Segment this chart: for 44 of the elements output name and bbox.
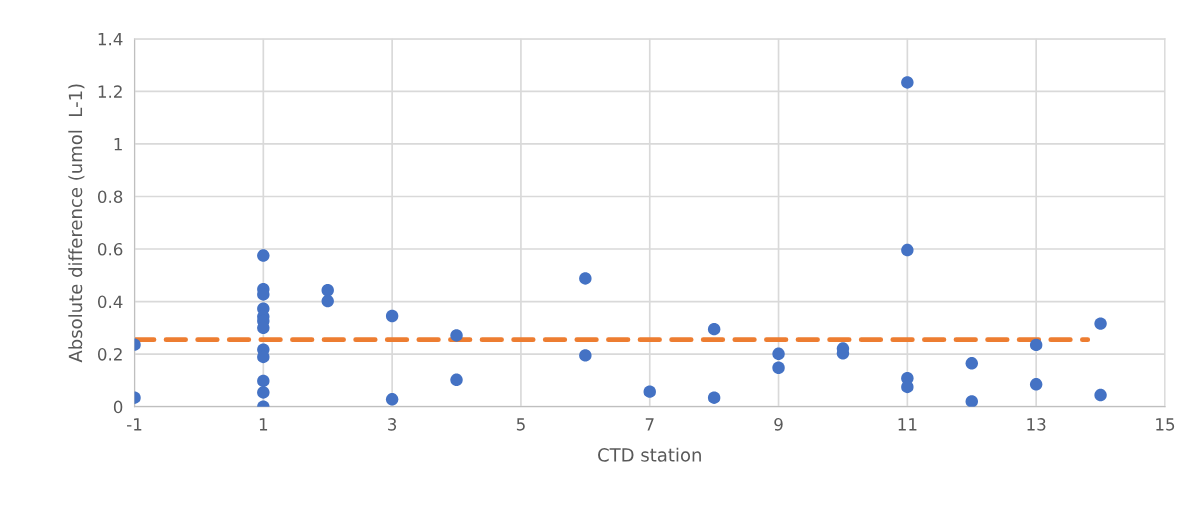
point [901,243,914,257]
point [321,284,334,297]
y-tick-label: 0.2 [97,348,122,361]
point [1029,338,1043,352]
point [385,393,399,406]
x-tick-label: 3 [388,418,397,431]
point [450,373,463,387]
x-tick-label: 13 [1027,418,1046,431]
x-tick-label: 1 [259,418,268,431]
point [707,322,721,336]
point [579,272,592,285]
y-tick-label: 0 [113,400,123,414]
x-tick-label: 5 [516,418,525,431]
x-tick-label: 7 [645,418,654,431]
point [643,385,656,398]
point [450,329,463,342]
x-tick-label: 15 [1156,418,1175,431]
point [257,386,270,399]
y-tick-label: 1.2 [98,85,122,98]
x-axis-title: CTD station [598,447,701,462]
point [965,357,978,370]
y-tick-label: 1 [114,138,122,151]
point [321,294,334,308]
y-tick-label: 0.6 [97,242,123,256]
point [1094,388,1107,402]
point [1029,378,1043,391]
x-tick-label: 9 [774,418,783,431]
point [1094,317,1107,330]
point [707,391,721,404]
point [385,309,399,323]
y-axis-title: Absolute difference (umol L-1) [68,84,85,363]
x-tick-label: -1 [127,418,142,431]
point [772,347,785,361]
point [257,249,270,262]
point [965,395,978,407]
y-tick-label: 1.4 [98,33,123,46]
point [579,349,592,362]
y-tick-label: 0.4 [97,295,123,309]
point [901,76,914,89]
x-tick-label: 11 [898,418,917,431]
point [257,374,270,388]
y-tick-label: 0.8 [97,190,123,204]
point [772,361,785,374]
point [901,380,914,394]
